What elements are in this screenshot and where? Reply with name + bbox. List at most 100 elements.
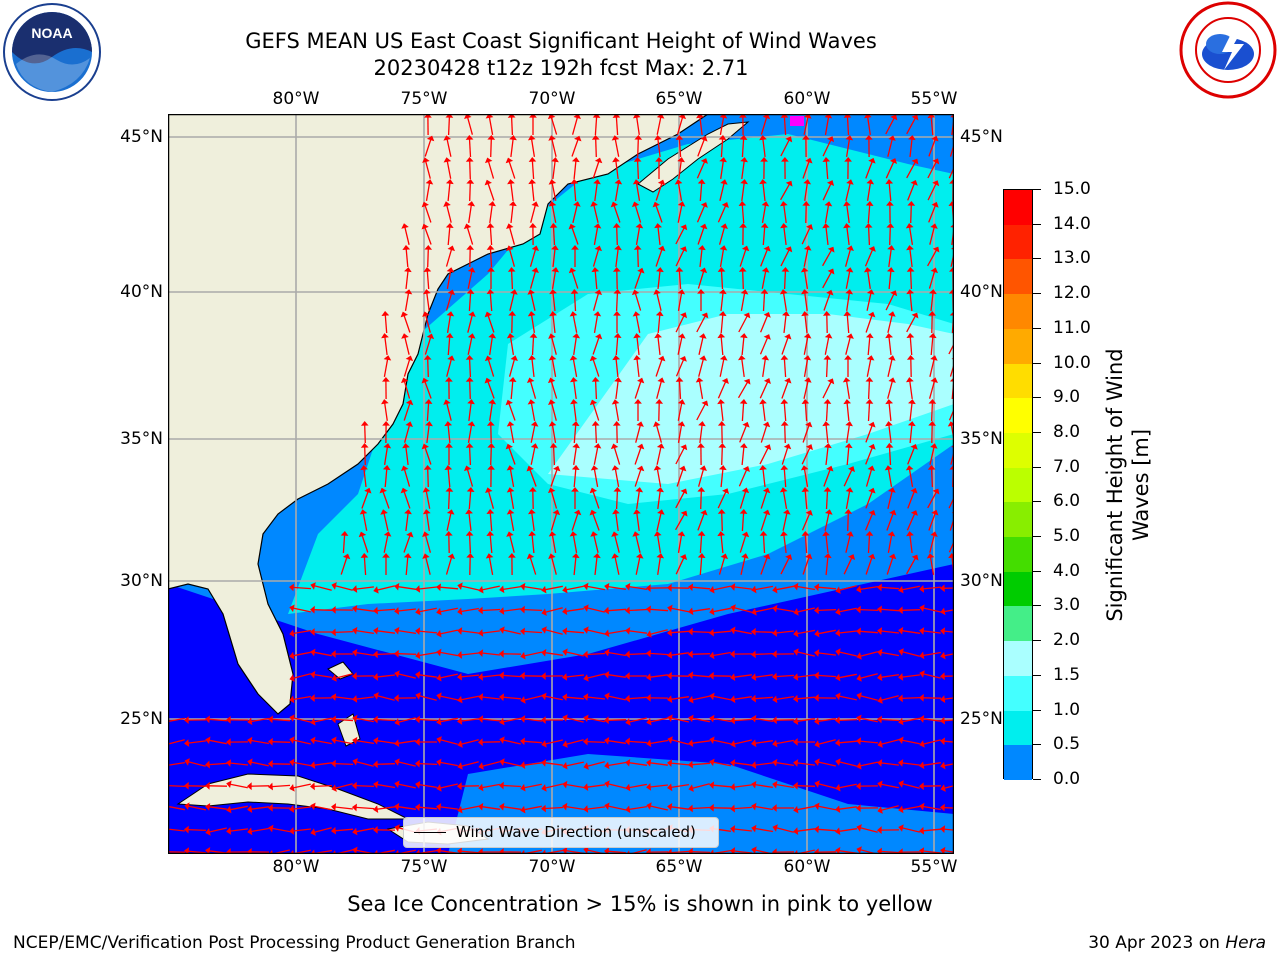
wave-arrow (782, 513, 788, 531)
wave-arrow-head (569, 377, 578, 383)
wave-arrow-head (759, 465, 767, 471)
wave-arrow-head (930, 531, 938, 537)
colorbar-tick-label: 14.0 (1053, 213, 1091, 234)
wave-arrow (461, 761, 479, 767)
wave-arrow (906, 557, 916, 575)
wave-arrow-head (247, 736, 253, 745)
wave-arrow-head (530, 421, 539, 427)
wave-arrow (614, 468, 620, 488)
wave-arrow (881, 762, 899, 766)
wave-arrow (864, 249, 874, 267)
wave-arrow-head (865, 333, 874, 339)
wave-arrow (822, 271, 832, 289)
wave-arrow-head (632, 311, 641, 317)
wave-arrow (593, 447, 599, 465)
wave-arrow-head (226, 805, 232, 814)
wave-arrow-head (372, 715, 378, 724)
wave-arrow-head (772, 604, 778, 613)
wave-arrow-head (793, 648, 799, 656)
wave-arrow (818, 718, 836, 722)
wave-arrow (571, 139, 579, 157)
wave-arrow (721, 446, 723, 466)
wave-arrow-head (772, 780, 778, 789)
wave-arrow-head (372, 760, 378, 769)
wave-arrow-head (486, 288, 495, 294)
wave-arrow-head (827, 246, 835, 253)
colorbar-tick-label: 11.0 (1053, 317, 1091, 338)
wave-arrow (720, 270, 724, 290)
wave-arrow (738, 469, 748, 487)
wave-arrow (613, 447, 621, 465)
wave-arrow-head (865, 376, 874, 382)
wave-arrow-head (394, 670, 400, 678)
wave-arrow-head (792, 694, 799, 703)
wave-arrow-head (551, 267, 560, 273)
wave-arrow-head (877, 696, 883, 704)
wave-arrow-head (569, 311, 578, 317)
wave-arrow-head (780, 114, 789, 118)
noaa-logo: NOAA (2, 2, 102, 102)
wave-arrow-head (289, 604, 295, 613)
wave-arrow-head (415, 585, 421, 593)
wave-arrow-head (310, 802, 316, 811)
colorbar-tick (1033, 293, 1041, 295)
wave-arrow (697, 469, 705, 487)
wave-arrow-head (740, 179, 749, 185)
wave-arrow (734, 674, 752, 678)
wave-arrow (403, 381, 411, 399)
wave-arrow-head (834, 716, 840, 725)
wave-arrow (467, 337, 473, 355)
wave-arrow-head (570, 399, 578, 405)
wave-arrow-head (590, 201, 598, 207)
wave-arrow-head (868, 509, 876, 516)
wave-arrow-head (730, 759, 736, 767)
wave-arrow (424, 381, 432, 399)
wave-arrow-head (509, 201, 517, 207)
wave-arrow-head (739, 333, 748, 339)
wave-arrow (566, 608, 584, 612)
wave-arrow-head (562, 780, 568, 789)
wave-arrow-head (548, 355, 557, 361)
wave-arrow-head (467, 421, 476, 427)
wave-arrow (922, 828, 942, 832)
wave-arrow-head (741, 487, 750, 494)
wave-arrow (783, 116, 787, 136)
wave-arrow (168, 739, 185, 745)
wave-arrow (824, 116, 830, 136)
wave-arrow (796, 696, 816, 700)
wave-arrow-head (889, 509, 897, 516)
wave-arrow (628, 652, 648, 656)
wave-arrow (487, 359, 495, 377)
wave-arrow (440, 717, 458, 723)
wave-arrow (825, 227, 829, 245)
wave-arrow-head (625, 783, 631, 792)
wave-arrow (650, 784, 668, 788)
wave-arrow-head (824, 443, 832, 449)
wave-arrow-head (822, 223, 830, 229)
wave-arrow (445, 293, 453, 311)
wave-arrow-head (932, 158, 940, 165)
wave-arrow (524, 805, 542, 811)
wave-arrow (628, 805, 648, 811)
lon-tick-bottom: 60°W (783, 857, 831, 877)
wave-arrow (608, 740, 626, 744)
wave-arrow-head (824, 114, 833, 119)
wave-arrow (634, 205, 642, 223)
wave-arrow-head (637, 267, 645, 274)
wave-arrow-head (885, 442, 894, 448)
wave-arrow-head (888, 377, 896, 383)
wave-arrow (867, 534, 871, 554)
wave-arrow (377, 674, 395, 678)
wave-arrow-head (800, 267, 809, 273)
wave-arrow-head (422, 289, 431, 295)
wave-arrow (676, 469, 684, 487)
wave-arrow-head (632, 531, 640, 537)
wave-arrow (802, 161, 810, 179)
wave-arrow-head (499, 758, 505, 766)
wave-arrow (587, 806, 605, 810)
wave-arrow (691, 850, 711, 854)
wave-arrow-head (677, 531, 686, 537)
wave-arrow-head (856, 585, 862, 594)
wave-arrow (796, 785, 816, 787)
wave-arrow-head (793, 629, 799, 638)
